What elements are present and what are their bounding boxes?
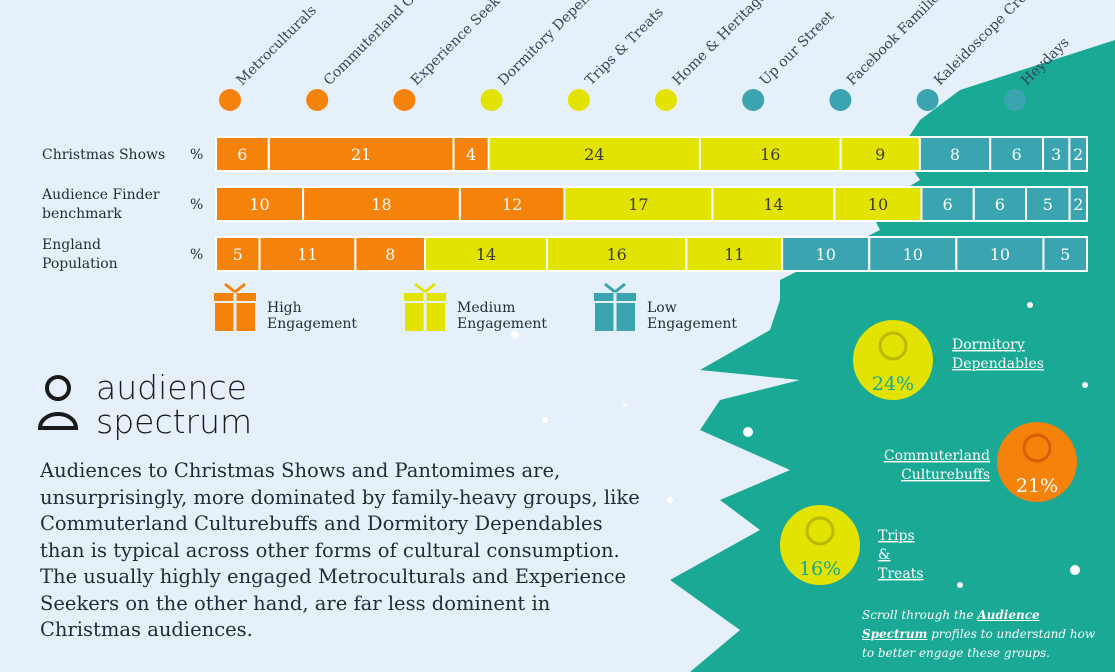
legend-icon — [604, 282, 626, 294]
bar-value: 14 — [476, 245, 496, 264]
bar-value: 5 — [233, 245, 243, 264]
series-name: Metroculturals — [234, 3, 320, 89]
highlight-value: 24% — [872, 373, 914, 395]
bar-value: 12 — [502, 195, 522, 214]
bar-segment — [781, 236, 871, 272]
bar-value: 6 — [995, 195, 1005, 214]
series-dot — [1003, 89, 1026, 111]
bar-value: 4 — [466, 145, 476, 164]
highlight-icon — [1022, 433, 1052, 463]
row-label: Christmas Shows — [42, 147, 165, 163]
legend-icon — [414, 282, 436, 294]
series-dot — [655, 89, 677, 111]
bar-segment — [1042, 236, 1088, 272]
note-text: profiles to understand how to better eng… — [862, 627, 1096, 660]
legend-icon — [224, 282, 246, 294]
bar-value: 2 — [1073, 145, 1083, 164]
bar-value: 6 — [943, 195, 953, 214]
highlight-label: Dormitory Dependables — [952, 337, 1044, 372]
row-label: Audience Finder benchmark — [41, 187, 160, 222]
bar-value: 11 — [297, 245, 317, 264]
bar-value: 3 — [1051, 145, 1061, 164]
logo-icon — [45, 375, 71, 401]
bar-value: 17 — [628, 195, 648, 214]
note-link[interactable]: Audience Spectrum — [862, 608, 1040, 641]
bar-value: 24 — [584, 145, 604, 164]
logo-icon — [37, 412, 79, 430]
bar-value: 5 — [1043, 195, 1053, 214]
series-dot — [829, 89, 852, 111]
bar-value: 11 — [724, 245, 744, 264]
bar-value: 9 — [875, 145, 885, 164]
note: Scroll through the Audience Spectrum pro… — [862, 606, 1107, 663]
bar-value: 8 — [385, 245, 395, 264]
series-dot — [567, 89, 590, 111]
bar-value: 10 — [990, 245, 1010, 264]
series-dot — [306, 89, 329, 111]
bar-value: 5 — [1060, 245, 1070, 264]
bar-value: 16 — [606, 245, 626, 264]
series-name: Trips & Treats — [582, 4, 666, 88]
bar-value: 14 — [763, 195, 783, 214]
series-dot — [480, 89, 503, 111]
bar-segment — [920, 186, 975, 222]
bar-segment — [1068, 186, 1088, 222]
bar-value: 10 — [816, 245, 836, 264]
row-label: England Population — [42, 237, 118, 272]
bar-segment — [215, 236, 261, 272]
bar-segment — [424, 236, 548, 272]
unit-label: % — [190, 247, 203, 263]
bar-value: 10 — [249, 195, 269, 214]
highlight-value: 21% — [1016, 475, 1058, 497]
bar-segment — [1025, 186, 1071, 222]
series-dot — [916, 89, 939, 111]
unit-label: % — [190, 147, 203, 163]
bar-value: 6 — [237, 145, 247, 164]
series-dot — [219, 89, 241, 111]
logo-text: audience — [96, 368, 247, 407]
legend-label: Medium Engagement — [457, 300, 547, 332]
bar-value: 10 — [903, 245, 923, 264]
bar-value: 10 — [868, 195, 888, 214]
bar-value: 18 — [371, 195, 391, 214]
bar-value: 2 — [1073, 195, 1083, 214]
bar-segment — [972, 186, 1028, 222]
legend-label: Low Engagement — [647, 300, 737, 332]
logo-text: spectrum — [96, 402, 253, 441]
note-text: Scroll through the — [862, 608, 974, 622]
series-name: Up our Street — [757, 8, 838, 89]
series-name: Home & Heritage — [670, 0, 771, 89]
unit-label: % — [190, 197, 203, 213]
bar-segment — [839, 136, 921, 172]
series-dot — [393, 89, 416, 111]
series-dot — [742, 89, 765, 111]
snow — [511, 302, 1088, 588]
bar-segment — [1068, 136, 1089, 172]
bar-value: 21 — [351, 145, 371, 164]
bar-segment — [563, 186, 714, 222]
highlight-icon — [878, 331, 908, 361]
bar-value: 6 — [1012, 145, 1022, 164]
bar-segment — [215, 186, 305, 222]
paragraph: Audiences to Christmas Shows and Pantomi… — [40, 459, 640, 641]
legend-label: High Engagement — [267, 300, 357, 332]
bar-segment — [258, 236, 357, 272]
highlight-value: 16% — [799, 558, 841, 580]
bar-value: 16 — [760, 145, 780, 164]
highlight-label: Commuterland Culturebuffs — [884, 448, 990, 483]
bar-value: 8 — [950, 145, 960, 164]
bar-segment — [955, 236, 1045, 272]
highlight-icon — [805, 516, 835, 546]
bar-segment — [868, 236, 958, 272]
highlight-label: Trips & Treats — [878, 528, 923, 582]
